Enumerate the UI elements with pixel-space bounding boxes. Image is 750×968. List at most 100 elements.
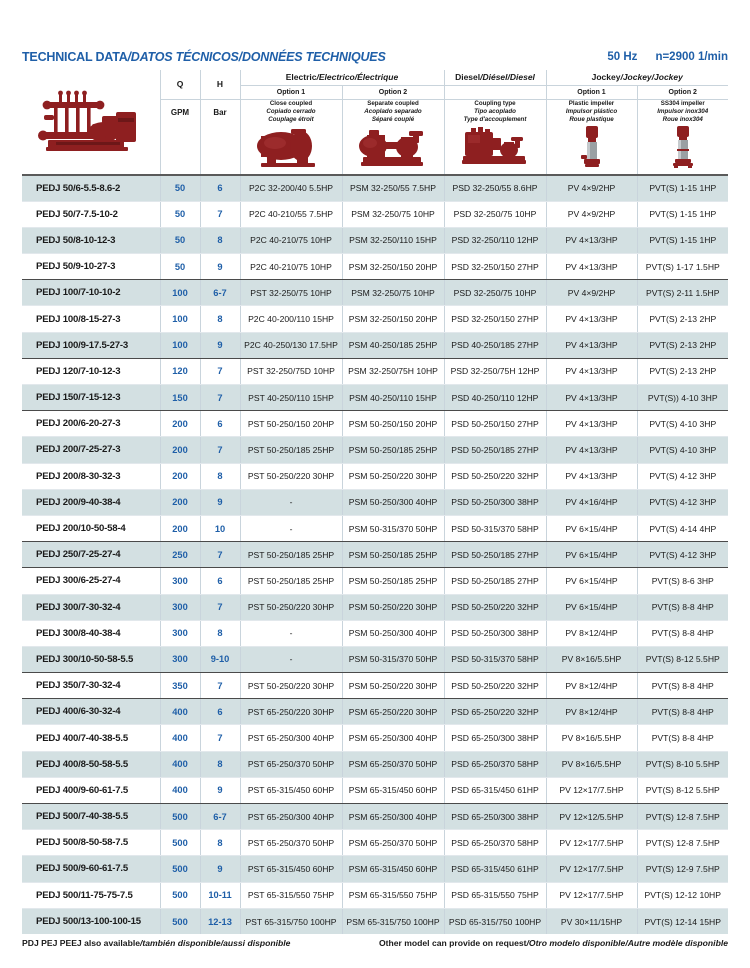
page-title-en: TECHNICAL DATA xyxy=(22,50,128,64)
group-jockey-es: /Jockey xyxy=(620,72,652,83)
desc-ss304-impeller-fr: Roue inox304 xyxy=(662,116,703,124)
cell-jockey-option1: PV 4×9/2HP xyxy=(545,173,637,202)
cell-head-bar: 8 xyxy=(199,305,240,333)
cell-flow-gpm: 100 xyxy=(159,305,200,333)
cell-electric-option1: PST 65-250/300 40HP xyxy=(239,803,342,831)
cell-diesel: PSD 50-250/150 27HP xyxy=(443,410,546,438)
cell-flow-gpm: 100 xyxy=(159,332,200,359)
cell-jockey-option1: PV 8×16/5.5HP xyxy=(545,751,637,778)
desc-separate-coupled-es: Acoplado separado xyxy=(364,108,422,116)
cell-jockey-option2: PVT(S) 8-12 5.5HP xyxy=(636,777,728,805)
cell-head-bar: 6-7 xyxy=(199,279,240,307)
cell-jockey-option2: PVT(S) 4-12 3HP xyxy=(636,489,728,516)
cell-diesel: PSD 65-250/300 38HP xyxy=(443,724,546,752)
cell-electric-option1: PST 50-250/185 25HP xyxy=(239,567,342,595)
cell-electric-option2: PSM 32-250/55 7.5HP xyxy=(341,173,444,202)
cell-diesel: PSD 65-250/370 58HP xyxy=(443,829,546,857)
cell-diesel: PSD 50-250/300 38HP xyxy=(443,489,546,516)
cell-diesel: PSD 32-250/75 10HP xyxy=(443,201,546,228)
cell-diesel: PSD 50-250/185 27HP xyxy=(443,541,546,569)
cell-jockey-option1: PV 8×16/5.5HP xyxy=(545,646,637,674)
table-row: PEDJ 50/8-10-12-3 50 8 P2C 40-210/75 10HP PS… xyxy=(22,227,728,255)
option-label-jockey-2: Option 2 xyxy=(636,85,728,100)
cell-electric-option2: PSM 32-250/150 20HP xyxy=(341,253,444,281)
close-coupled-pump-image xyxy=(255,126,327,168)
cell-electric-option2: PSM 65-250/220 30HP xyxy=(341,698,444,726)
cell-electric-option2: PSM 50-250/185 25HP xyxy=(341,567,444,595)
page-title: TECHNICAL DATA/DATOS TÉCNICOS/DONNÉES TE… xyxy=(22,50,386,64)
cell-jockey-option1: PV 4×13/3HP xyxy=(545,384,637,412)
cell-jockey-option2: PVT(S) 8-8 4HP xyxy=(636,594,728,621)
desc-ss304-impeller: SS304 impeller Impulsor inox304 Roue ino… xyxy=(636,99,728,125)
cell-electric-option1: PST 32-250/75 10HP xyxy=(239,279,342,307)
jockey-plastic-pump-image xyxy=(579,125,605,169)
group-header-electric: Electric/Electrico/Électrique xyxy=(239,70,444,86)
option-label-electric-1: Option 1 xyxy=(239,85,342,100)
h-header: H xyxy=(199,70,240,100)
cell-diesel: PSD 50-315/370 58HP xyxy=(443,646,546,674)
desc-ss304-impeller-en: SS304 impeller xyxy=(660,99,705,107)
cell-electric-option1: P2C 40-250/130 17.5HP xyxy=(239,332,342,359)
header-row-descriptions: GPM Bar Close coupled Copiado cerrado Co… xyxy=(22,99,728,125)
header-row-groups: Q H Electric/Electrico/Électrique Diesel… xyxy=(22,70,728,151)
cell-electric-option2: PSM 32-250/75 10HP xyxy=(341,279,444,307)
cell-electric-option2: PSM 65-250/300 40HP xyxy=(341,803,444,831)
cell-model: PEDJ 50/6-5.5-8.6-2 xyxy=(22,173,160,202)
cell-flow-gpm: 50 xyxy=(159,173,200,202)
cell-model: PEDJ 50/8-10-12-3 xyxy=(22,227,160,255)
table-row: PEDJ 300/7-30-32-4 300 7 PST 50-250/220 30H… xyxy=(22,594,728,621)
cell-model: PEDJ 400/7-40-38-5.5 xyxy=(22,724,160,752)
table-row: PEDJ 500/9-60-61-7.5 500 9 PST 65-315/450 6… xyxy=(22,855,728,883)
footer-right: Other model can provide on request/Otro … xyxy=(379,938,728,948)
cell-flow-gpm: 300 xyxy=(159,646,200,674)
cell-model: PEDJ 200/7-25-27-3 xyxy=(22,436,160,464)
table-row: PEDJ 50/7-7.5-10-2 50 7 P2C 40-210/55 7.5HP… xyxy=(22,201,728,228)
page-footer: PDJ PEJ PEEJ also available/también disp… xyxy=(22,938,728,948)
cell-model: PEDJ 500/13-100-100-15 xyxy=(22,908,160,935)
cell-electric-option2: PSM 65-315/450 60HP xyxy=(341,855,444,883)
separate-coupled-pump-image xyxy=(357,126,429,168)
cell-head-bar: 9 xyxy=(199,253,240,281)
cell-jockey-option1: PV 4×9/2HP xyxy=(545,279,637,307)
image-cell-jockey-plastic xyxy=(545,125,637,175)
cell-flow-gpm: 50 xyxy=(159,227,200,255)
cell-model: PEDJ 250/7-25-27-4 xyxy=(22,541,160,569)
option-label-electric-2: Option 2 xyxy=(341,85,444,100)
table-row: PEDJ 200/10-50-58-4 200 10- PSM 50-315/370 … xyxy=(22,515,728,543)
cell-jockey-option2: PVT(S) 8-6 3HP xyxy=(636,567,728,595)
cell-head-bar: 6 xyxy=(199,567,240,595)
cell-jockey-option2: PVT(S) 2-13 2HP xyxy=(636,305,728,333)
cell-diesel: PSD 40-250/185 27HP xyxy=(443,332,546,359)
cell-electric-option1: - xyxy=(239,515,342,543)
cell-electric-option2: PSM 65-315/450 60HP xyxy=(341,777,444,805)
cell-jockey-option2: PVT(S) 2-13 2HP xyxy=(636,358,728,386)
cell-head-bar: 7 xyxy=(199,672,240,700)
table-row: PEDJ 400/9-60-61-7.5 400 9 PST 65-315/450 6… xyxy=(22,777,728,805)
cell-flow-gpm: 400 xyxy=(159,751,200,778)
cell-jockey-option2: PVT(S)) 4-10 3HP xyxy=(636,384,728,412)
desc-coupling-type-es: Tipo acoplado xyxy=(474,108,516,116)
cell-jockey-option2: PVT(S) 8-10 5.5HP xyxy=(636,751,728,778)
cell-electric-option2: PSM 65-250/370 50HP xyxy=(341,751,444,778)
cell-model: PEDJ 200/9-40-38-4 xyxy=(22,489,160,516)
cell-head-bar: 8 xyxy=(199,751,240,778)
cell-electric-option1: P2C 40-210/75 10HP xyxy=(239,253,342,281)
cell-flow-gpm: 200 xyxy=(159,515,200,543)
cell-flow-gpm: 50 xyxy=(159,253,200,281)
cell-jockey-option1: PV 12×17/7.5HP xyxy=(545,855,637,883)
cell-head-bar: 9 xyxy=(199,489,240,516)
cell-flow-gpm: 400 xyxy=(159,698,200,726)
cell-electric-option1: PST 65-315/750 100HP xyxy=(239,908,342,935)
q-unit-spacer xyxy=(159,125,200,175)
table-row: PEDJ 350/7-30-32-4 350 7 PST 50-250/220 30H… xyxy=(22,672,728,700)
cell-diesel: PSD 50-250/220 32HP xyxy=(443,463,546,490)
footer-right-en: Other model can provide on request xyxy=(378,938,527,948)
table-row: PEDJ 300/10-50-58-5.5 300 9-10- PSM 50-315/… xyxy=(22,646,728,674)
cell-head-bar: 6 xyxy=(199,698,240,726)
cell-electric-option1: PST 65-250/300 40HP xyxy=(239,724,342,752)
cell-jockey-option2: PVT(S) 4-12 3HP xyxy=(636,541,728,569)
table-row: PEDJ 150/7-15-12-3 150 7 PST 40-250/110 15H… xyxy=(22,384,728,412)
cell-model: PEDJ 200/8-30-32-3 xyxy=(22,463,160,490)
cell-head-bar: 6-7 xyxy=(199,803,240,831)
cell-flow-gpm: 500 xyxy=(159,882,200,909)
